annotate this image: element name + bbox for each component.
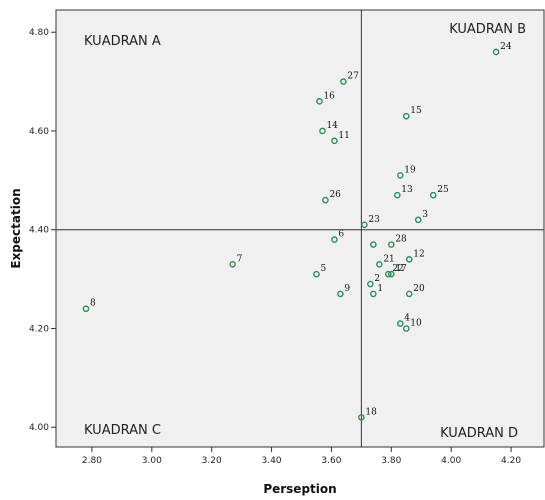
- point-label: 12: [413, 249, 424, 259]
- data-point: [385, 270, 392, 278]
- data-point: [322, 196, 329, 204]
- point-label: 13: [401, 185, 413, 195]
- point-label: 8: [90, 299, 96, 309]
- point-label: 14: [326, 121, 338, 131]
- point-label: 21: [383, 254, 394, 264]
- data-point: [405, 290, 413, 298]
- x-axis-title: Perseption: [263, 482, 336, 496]
- point-label: 7: [237, 254, 243, 264]
- data-point: [331, 236, 338, 243]
- data-point: [388, 241, 395, 248]
- point-label: 15: [410, 106, 422, 116]
- data-point: [82, 305, 90, 313]
- data-point: [337, 290, 344, 298]
- y-tick-label: 4.20: [29, 324, 49, 334]
- point-label: 24: [500, 42, 512, 52]
- point-label: 18: [365, 407, 377, 417]
- data-point: [370, 241, 377, 248]
- data-point: [361, 221, 368, 229]
- y-tick-label: 4.80: [29, 28, 49, 38]
- x-axis: 2.80 3.00 3.20 3.40 3.60 3.80 4.00 4.20: [82, 447, 521, 466]
- x-tick-label: 3.60: [321, 456, 341, 466]
- data-point: [394, 191, 401, 199]
- quadrant-c-label: KUADRAN C: [84, 423, 161, 438]
- x-tick-label: 4.20: [501, 456, 521, 466]
- data-point: [313, 270, 320, 278]
- x-tick-label: 3.80: [381, 456, 401, 466]
- point-label: 20: [413, 284, 425, 294]
- data-point: [405, 256, 413, 263]
- point-label: 26: [329, 190, 341, 200]
- data-point: [492, 48, 500, 56]
- point-label: 11: [338, 131, 349, 141]
- point-label: 2: [374, 274, 380, 284]
- data-points: 1234567891011121314151617181920212223242…: [82, 42, 512, 421]
- point-label: 5: [320, 264, 326, 274]
- data-point: [319, 127, 326, 135]
- point-label: 23: [368, 215, 380, 225]
- point-label: 9: [344, 284, 350, 294]
- y-tick-label: 4.00: [29, 423, 49, 433]
- point-label: 19: [404, 165, 416, 175]
- point-label: 28: [395, 235, 407, 245]
- data-point: [402, 325, 410, 332]
- data-point: [358, 414, 365, 421]
- x-tick-label: 2.80: [82, 456, 102, 466]
- point-label: 27: [347, 72, 359, 82]
- point-label: 1: [377, 284, 383, 294]
- x-tick-label: 4.00: [441, 456, 461, 466]
- y-tick-label: 4.60: [29, 127, 49, 137]
- point-label: 4: [404, 314, 410, 324]
- data-point: [367, 280, 374, 288]
- data-point: [229, 260, 236, 268]
- data-point: [316, 98, 323, 105]
- data-point: [429, 191, 437, 199]
- quadrant-b-label: KUADRAN B: [449, 22, 526, 37]
- x-tick-label: 3.20: [202, 456, 222, 466]
- y-tick-label: 4.40: [29, 226, 49, 236]
- x-tick-label: 3.40: [262, 456, 282, 466]
- x-tick-label: 3.00: [142, 456, 162, 466]
- quadrant-d-label: KUADRAN D: [440, 426, 518, 441]
- data-point: [370, 290, 377, 298]
- point-label: 3: [422, 210, 428, 220]
- data-point: [376, 260, 383, 268]
- point-label: 17: [395, 264, 407, 274]
- point-label: 25: [437, 185, 449, 195]
- data-point: [331, 137, 338, 145]
- point-label: 22: [392, 264, 403, 274]
- plot-area: [55, 9, 545, 448]
- data-point: [396, 320, 404, 327]
- data-point: [340, 78, 347, 85]
- point-label: 16: [323, 91, 335, 101]
- y-axis: 4.00 4.20 4.40 4.60 4.80: [29, 28, 56, 433]
- y-axis-title: Expectation: [9, 188, 23, 268]
- data-point: [388, 270, 395, 278]
- data-point: [414, 216, 422, 224]
- data-point: [402, 112, 410, 120]
- data-point: [396, 172, 404, 179]
- point-label: 6: [338, 230, 344, 240]
- point-label: 10: [410, 318, 422, 328]
- quadrant-a-label: KUADRAN A: [84, 34, 161, 49]
